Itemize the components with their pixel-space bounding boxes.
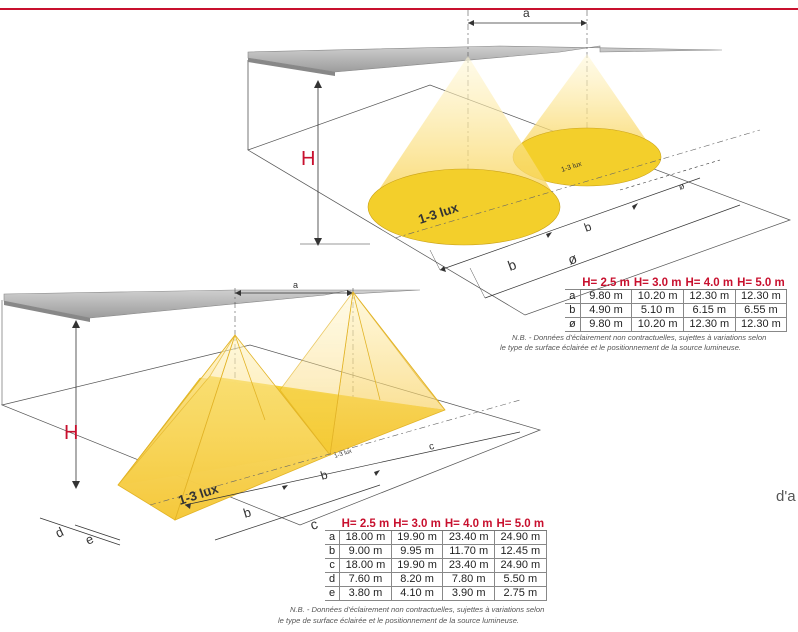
bottom-table-header: H= 5.0 m	[494, 518, 547, 531]
bottom-label-b1: b	[241, 504, 252, 520]
table-cell: 12.30 m	[682, 289, 736, 304]
table-cell: 18.00 m	[339, 530, 392, 545]
table-row-label: b	[565, 303, 581, 318]
table-cell: 12.30 m	[682, 317, 736, 332]
table-cell: 11.70 m	[442, 544, 495, 559]
table-cell: 18.00 m	[339, 558, 392, 573]
top-table-header: H= 3.0 m	[631, 277, 684, 290]
top-label-b1: b	[506, 256, 519, 274]
table-cell: 12.45 m	[494, 544, 547, 559]
table-row-label: a	[325, 530, 341, 545]
table-cell: 12.30 m	[734, 289, 788, 304]
table-cell: 5.10 m	[631, 303, 684, 318]
table-cell: 10.20 m	[631, 317, 684, 332]
table-cell: 7.60 m	[339, 572, 392, 587]
bottom-ceiling	[3, 289, 421, 319]
table-cell: 5.50 m	[494, 572, 547, 587]
table-cell: 24.90 m	[494, 530, 547, 545]
table-row: e 3.80 m 4.10 m 3.90 m 2.75 m	[325, 586, 547, 601]
table-row-label: c	[325, 558, 341, 573]
top-table-header: H= 5.0 m	[735, 277, 787, 290]
top-ceiling	[247, 45, 723, 73]
table-row-label: b	[325, 544, 341, 559]
top-note-line-1: N.B. - Données d'éclairement non contrac…	[512, 333, 767, 342]
table-row-label: d	[325, 572, 341, 587]
bottom-label-d: d	[53, 524, 66, 541]
bottom-note-line-2: le type de surface éclairée et le positi…	[278, 616, 520, 625]
top-red-rule	[0, 8, 798, 10]
table-cell: 12.30 m	[734, 317, 788, 332]
top-light-pool-1	[367, 168, 561, 246]
bottom-label-a: a	[293, 280, 298, 290]
top-label-o2: ø	[677, 180, 686, 191]
table-cell: 3.90 m	[442, 586, 495, 601]
table-row: b 4.90 m 5.10 m 6.15 m 6.55 m	[565, 303, 788, 318]
table-cell: 10.20 m	[631, 289, 684, 304]
top-note-line-2: le type de surface éclairée et le positi…	[500, 343, 742, 352]
bottom-table-header: H= 4.0 m	[442, 518, 495, 531]
table-cell: 24.90 m	[494, 558, 547, 573]
table-cell: 9.95 m	[390, 544, 444, 559]
bottom-label-e: e	[83, 531, 96, 548]
top-label-b2: b	[582, 219, 593, 235]
bottom-lux-2: 1-3 lux	[334, 449, 353, 460]
top-height-label: H	[301, 148, 316, 170]
bottom-table-header: H= 2.5 m	[339, 518, 392, 531]
table-row-label: e	[325, 586, 341, 601]
table-row: a 9.80 m 10.20 m 12.30 m 12.30 m	[565, 289, 788, 304]
top-table-header: H= 4.0 m	[683, 277, 736, 290]
table-cell: 23.40 m	[442, 530, 495, 545]
table-cell: 4.90 m	[579, 303, 633, 318]
table-cell: 9.80 m	[579, 289, 633, 304]
bottom-label-c1: c	[308, 516, 319, 533]
table-cell: 19.90 m	[390, 558, 444, 573]
top-diagram: a b b ø ø 1-3 lux 1-3 lux	[247, 6, 792, 316]
top-dimension-table: H= 2.5 m H= 3.0 m H= 4.0 m H= 5.0 m a 9.…	[565, 277, 788, 332]
top-label-o1: ø	[566, 250, 580, 268]
table-cell: 4.10 m	[390, 586, 444, 601]
table-cell: 6.15 m	[682, 303, 736, 318]
table-row-label: ø	[565, 317, 581, 332]
table-cell: 9.80 m	[579, 317, 633, 332]
bottom-diagram: a b b c c d e 1-3 lux 1-3 lux	[0, 280, 542, 548]
top-table-header: H= 2.5 m	[580, 277, 632, 290]
top-floor-outline	[247, 84, 792, 316]
bottom-table-header: H= 3.0 m	[391, 518, 443, 531]
table-row: c 18.00 m 19.90 m 23.40 m 24.90 m	[325, 558, 547, 573]
table-cell: 23.40 m	[442, 558, 495, 573]
table-cell: 6.55 m	[734, 303, 788, 318]
table-row: a 18.00 m 19.90 m 23.40 m 24.90 m	[325, 530, 547, 545]
table-cell: 8.20 m	[390, 572, 444, 587]
table-cell: 9.00 m	[339, 544, 392, 559]
table-row-label: a	[565, 289, 581, 304]
bottom-label-c2: c	[428, 441, 436, 453]
top-label-a: a	[523, 6, 530, 20]
bottom-label-b2: b	[319, 467, 330, 482]
table-cell: 2.75 m	[494, 586, 547, 601]
table-row: b 9.00 m 9.95 m 11.70 m 12.45 m	[325, 544, 547, 559]
table-row: ø 9.80 m 10.20 m 12.30 m 12.30 m	[565, 317, 788, 332]
table-cell: 3.80 m	[339, 586, 392, 601]
top-ceiling-edge	[248, 58, 335, 76]
bottom-dimension-table: H= 2.5 m H= 3.0 m H= 4.0 m H= 5.0 m a 18…	[325, 518, 547, 601]
bottom-height-label: H	[64, 422, 79, 444]
table-row: d 7.60 m 8.20 m 7.80 m 5.50 m	[325, 572, 547, 587]
table-cell: 7.80 m	[442, 572, 495, 587]
table-cell: 19.90 m	[390, 530, 444, 545]
side-text-fragment: d'a	[776, 488, 796, 505]
bottom-note-line-1: N.B. - Données d'éclairement non contrac…	[290, 605, 545, 614]
